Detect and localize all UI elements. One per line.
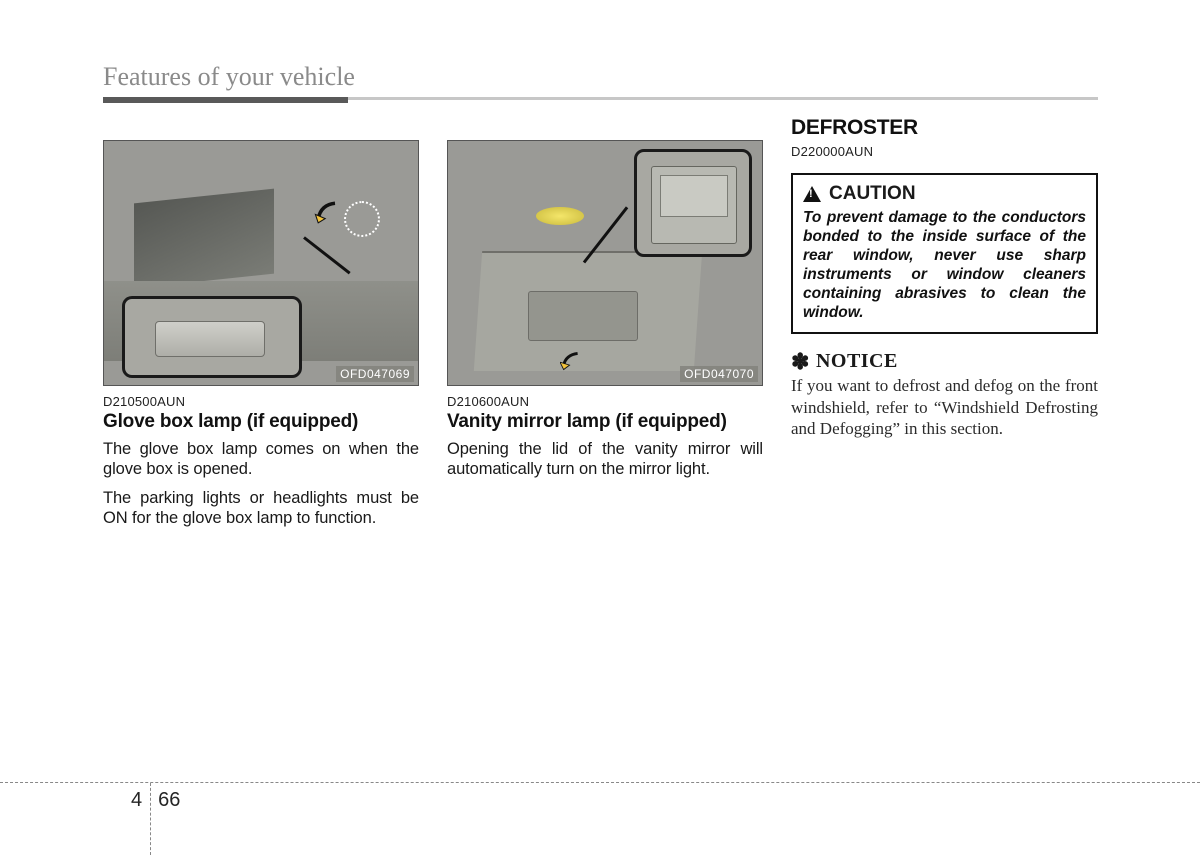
callout-line (303, 236, 351, 274)
figure-label-1: OFD047069 (336, 366, 414, 382)
mirror-glass (660, 175, 728, 217)
rule-dark (103, 97, 348, 103)
column-1: OFD047069 D210500AUN Glove box lamp (if … (103, 110, 419, 538)
notice-title-text: NOTICE (816, 350, 898, 373)
column-3: DEFROSTER D220000AUN CAUTION To prevent … (791, 110, 1098, 538)
figure-glove-box: OFD047069 (103, 140, 419, 386)
doc-code-3: D220000AUN (791, 144, 1098, 159)
figure-inset-lamp (122, 296, 302, 378)
glove-lamp-shape (155, 321, 265, 357)
caution-title-row: CAUTION (803, 183, 1086, 205)
glove-highlight-circle (344, 201, 380, 237)
notice-body-text: If you want to defrost and defog on the … (791, 375, 1098, 439)
vanity-light-shape (536, 207, 584, 225)
warning-triangle-icon (803, 186, 821, 202)
page-footer: 4 66 (0, 782, 1200, 783)
section-heading-defroster: DEFROSTER (791, 116, 1098, 140)
header-title: Features of your vehicle (103, 62, 1098, 94)
curved-arrow-icon (560, 349, 582, 371)
subheading-vanity: Vanity mirror lamp (if equipped) (447, 411, 763, 433)
body-text-glove-2: The parking lights or headlights must be… (103, 488, 419, 528)
caution-box: CAUTION To prevent damage to the conduct… (791, 173, 1098, 334)
footer-page-number: 4 66 (131, 789, 180, 849)
page-header: Features of your vehicle (103, 62, 1098, 103)
notice-title-row: ✽ NOTICE (791, 350, 1098, 373)
body-text-glove-1: The glove box lamp comes on when the glo… (103, 439, 419, 479)
subheading-glove-box: Glove box lamp (if equipped) (103, 411, 419, 433)
footer-chapter: 4 (131, 789, 150, 812)
doc-code-1: D210500AUN (103, 394, 419, 409)
glove-dash-shape (134, 189, 274, 289)
doc-code-2: D210600AUN (447, 394, 763, 409)
caution-title-text: CAUTION (829, 183, 916, 205)
content-columns: OFD047069 D210500AUN Glove box lamp (if … (103, 110, 1098, 538)
asterisk-icon: ✽ (791, 351, 810, 373)
figure-label-2: OFD047070 (680, 366, 758, 382)
body-text-vanity-1: Opening the lid of the vanity mirror wil… (447, 439, 763, 479)
mirror-open-shape (651, 166, 737, 244)
header-rule (103, 97, 1098, 103)
rule-light (348, 97, 1098, 100)
mirror-closed-shape (528, 291, 638, 341)
curved-arrow-icon (314, 199, 342, 227)
footer-page: 66 (151, 789, 180, 812)
figure-inset-mirror (634, 149, 752, 257)
figure-vanity-mirror: OFD047070 (447, 140, 763, 386)
caution-body-text: To prevent damage to the conductors bond… (803, 209, 1086, 322)
column-2: OFD047070 D210600AUN Vanity mirror lamp … (447, 110, 763, 538)
